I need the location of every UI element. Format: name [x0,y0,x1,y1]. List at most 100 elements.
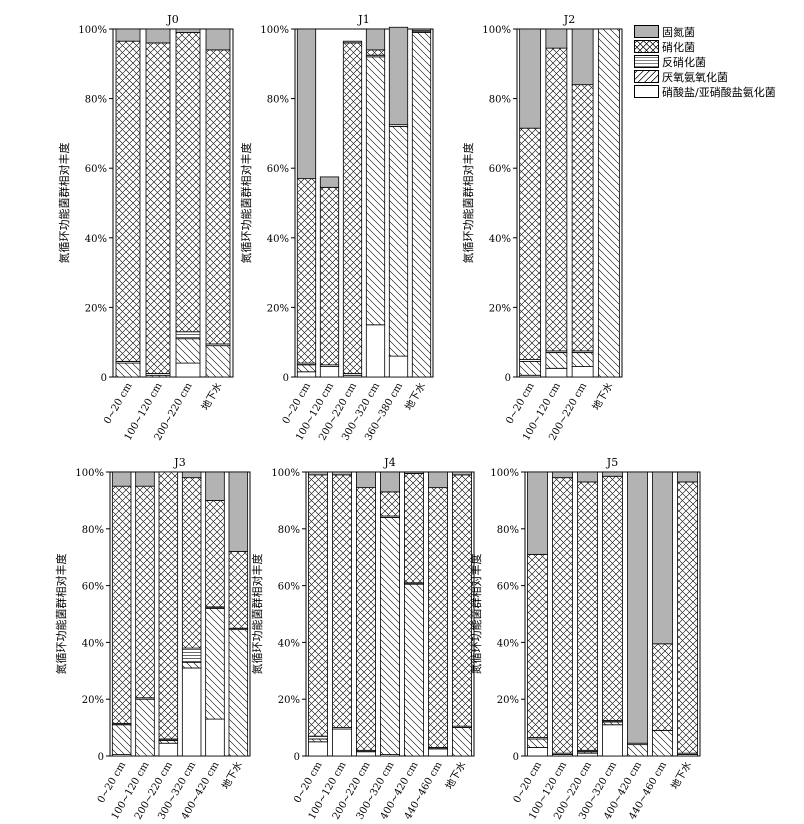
y-axis-label: 氮循环功能菌群相对丰度 [239,143,253,264]
bar-segment [552,471,573,479]
bar-segment [388,26,409,126]
bar-segment [597,28,620,378]
bar-segment [228,471,249,552]
legend-item-nit: 硝化菌 [634,39,799,54]
plot-frame [112,28,234,378]
panel-title: J5 [606,456,618,469]
legend-label-dnra: 硝酸盐/亚硝酸盐氨化菌 [662,85,776,99]
bar-segment [296,178,317,364]
y-tick-label: 60% [278,582,300,593]
legend-item-fix: 固氮菌 [634,24,799,39]
panel-title: J4 [383,456,395,469]
bar-segment [111,471,132,487]
bar-segment [527,738,548,748]
bar-segment [115,28,141,42]
legend-swatch-dnra [634,85,659,98]
legend-swatch-den [634,55,659,68]
x-tick-label: 0~20 cm [102,381,135,427]
y-tick-label: 40% [82,638,104,649]
bar-segment [205,718,225,757]
y-tick-label: 40% [497,638,519,649]
bar-segment [205,28,231,51]
bar-segment [411,32,432,378]
y-tick-label: 20% [278,695,300,706]
y-tick-label: 20% [267,303,289,314]
bar-segment [577,752,598,757]
y-tick-label: 20% [82,695,104,706]
bar-segment [677,471,698,483]
bar-segment [365,49,386,56]
bar-segment [111,485,132,724]
bar-segment [379,491,400,517]
bar-segment [451,727,472,757]
y-tick-label: 60% [82,582,104,593]
bar-segment [365,28,386,51]
bar-segment [205,49,231,345]
bar-segment [145,28,171,44]
bar-segment [135,471,155,487]
y-tick-label: 40% [489,234,511,245]
bar-segment [602,475,623,721]
y-tick-label: 60% [267,164,289,175]
bar-segment [571,366,594,378]
bar-segment [652,471,673,645]
bar-segment [677,481,698,754]
bar-segment [181,667,202,757]
y-tick-label: 100% [260,25,289,36]
x-tick-label: 地下水 [442,759,468,791]
x-tick-label: 地下水 [402,380,428,412]
legend-item-dnra: 硝酸盐/亚硝酸盐氨化菌 [634,84,799,99]
bar-segment [158,739,179,744]
bar-segment [571,28,594,86]
bar-segment [527,471,548,555]
bar-segment [577,481,598,751]
bar-segment [307,471,328,476]
bar-segment [403,473,424,584]
bar-segment [342,40,363,44]
bar-segment [115,40,141,362]
bar-segment [135,485,155,699]
legend-swatch-fix [634,25,659,38]
bar-segment [571,352,594,367]
bar-segment [181,471,202,479]
y-tick-label: 60% [489,164,511,175]
bar-segment [365,324,386,378]
y-tick-label: 100% [75,468,104,479]
bar-segment [379,471,400,493]
bar-segment [145,42,171,374]
bar-segment [228,629,249,757]
bar-segment [175,331,201,340]
bar-segment [319,186,340,366]
y-tick-label: 60% [497,582,519,593]
y-tick-label: 100% [78,25,107,36]
bar-segment [158,471,179,740]
bar-segment [175,28,201,33]
bar-segment [175,362,201,378]
x-tick-label: 地下水 [219,759,245,791]
bar-segment [577,471,598,483]
bar-segment [355,487,376,751]
y-tick-label: 40% [85,234,107,245]
bar-segment [379,517,400,755]
panel-title: J2 [563,13,575,26]
bar-segment [135,698,155,757]
bar-segment [627,744,648,757]
bar-segment [527,747,548,757]
bar-segment [307,741,328,757]
bar-segment [602,471,623,477]
bar-segment [403,471,424,474]
plot-frame [109,471,251,757]
panel-title: J0 [166,13,178,26]
bar-segment [319,366,340,378]
y-tick-label: 100% [490,468,519,479]
bar-segment [296,28,317,180]
bar-segment [602,724,623,757]
legend-label-ana: 厌氧氨氧化菌 [662,70,728,84]
bar-segment [331,474,352,728]
y-axis-label: 氮循环功能菌群相对丰度 [469,554,483,675]
y-axis-label: 氮循环功能菌群相对丰度 [57,143,71,264]
